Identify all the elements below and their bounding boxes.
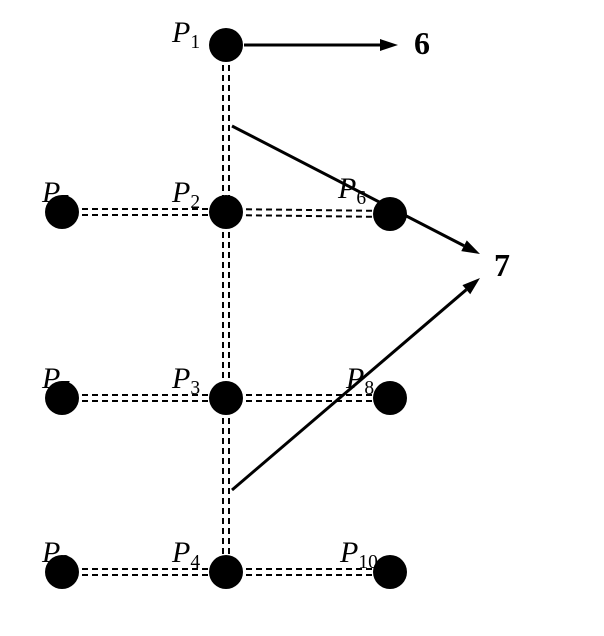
node-p2 [209,195,243,229]
node-p3 [209,381,243,415]
label-p10: P10 [339,536,378,573]
label-p3: P3 [171,362,200,399]
node-p6 [373,197,407,231]
node-p10 [373,555,407,589]
connector-edge [226,215,390,217]
diagram-canvas: P1 P2 P3 P4 P5 P6 P7 P8 P9 P10 6 7 [0,0,604,636]
label-p1: P1 [171,16,200,53]
label-6: 6 [414,25,430,61]
label-p9: P9 [41,536,70,573]
label-p5: P5 [41,176,70,213]
arrow-6-head [380,39,398,51]
label-p6: P6 [337,172,366,209]
connector-edge [226,209,390,211]
nodes-layer [45,28,407,589]
label-p7: P7 [41,362,70,399]
label-p2: P2 [171,176,200,213]
arrows-layer [232,39,480,490]
label-p4: P4 [171,536,200,573]
label-7: 7 [494,247,510,283]
node-p8 [373,381,407,415]
labels-layer: P1 P2 P3 P4 P5 P6 P7 P8 P9 P10 6 7 [41,16,510,573]
node-p1 [209,28,243,62]
arrow-7a-head [461,240,480,254]
label-p8: P8 [345,362,374,399]
node-p4 [209,555,243,589]
connectors-layer [62,45,390,575]
